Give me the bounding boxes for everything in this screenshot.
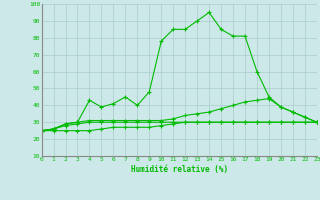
X-axis label: Humidité relative (%): Humidité relative (%) [131, 165, 228, 174]
